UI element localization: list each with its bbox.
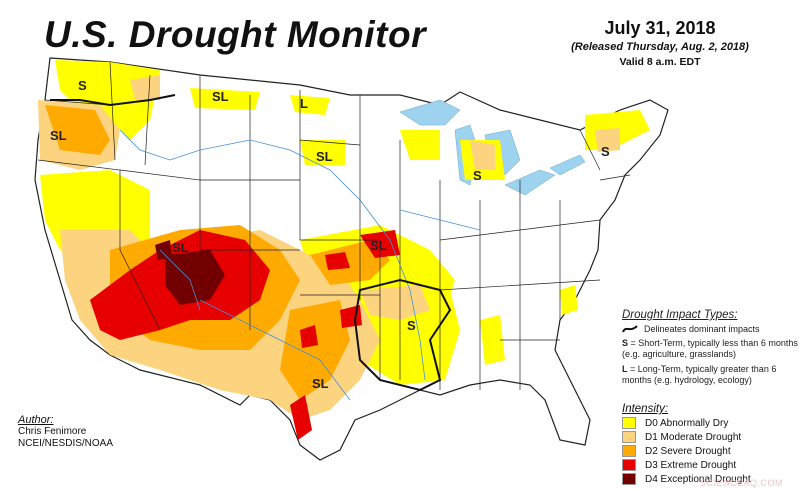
d2-swatch — [622, 445, 636, 457]
legend-item-d2: D2 Severe Drought — [622, 444, 751, 458]
map-date: July 31, 2018 — [604, 18, 716, 38]
d0-swatch — [622, 417, 636, 429]
us-drought-map: S SL SL L SL SL SL S SL S S — [34, 57, 669, 461]
label-s-ny: S — [601, 144, 610, 159]
label-sl-or: SL — [50, 128, 67, 143]
author-heading: Author: — [18, 414, 54, 426]
short-term-desc: S = Short-Term, typically less than 6 mo… — [622, 338, 798, 359]
label-sl-4corners: SL — [172, 240, 189, 255]
long-term-desc: L = Long-Term, typically greater than 6 … — [622, 364, 777, 385]
legend-item-d3: D3 Extreme Drought — [622, 458, 751, 472]
impact-legend: Drought Impact Types: Delineates dominan… — [622, 309, 800, 390]
author-org: NCEI/NESDIS/NOAA — [18, 438, 114, 449]
label-sl-tx: SL — [312, 376, 329, 391]
label-s-wa: S — [78, 78, 87, 93]
label-s-ar: S — [407, 318, 416, 333]
state-borders — [37, 61, 631, 390]
d3-swatch — [622, 459, 636, 471]
legend-item-d1: D1 Moderate Drought — [622, 430, 751, 444]
label-sl-mt: SL — [212, 89, 229, 104]
impact-boundaries — [50, 94, 452, 392]
label-s-mi: S — [473, 168, 482, 183]
legend-item-d4: D4 Exceptional Drought — [622, 472, 751, 486]
author-name: Chris Fenimore — [18, 426, 87, 437]
map-title: U.S. Drought Monitor — [44, 14, 426, 55]
intensity-legend-heading: Intensity: — [622, 403, 669, 415]
valid-time: Valid 8 a.m. EDT — [619, 56, 701, 68]
date-block: July 31, 2018 (Released Thursday, Aug. 2… — [540, 18, 780, 68]
impact-labels: S SL SL L SL SL SL S SL S S — [50, 78, 610, 391]
release-date: (Released Thursday, Aug. 2, 2018) — [571, 41, 749, 53]
intensity-legend: Intensity: D0 Abnormally Dry D1 Moderate… — [622, 403, 751, 486]
label-sl-mo: SL — [370, 238, 387, 253]
impact-legend-heading: Drought Impact Types: — [622, 309, 738, 321]
rivers — [119, 129, 481, 401]
impact-line-icon — [622, 325, 638, 333]
author-block: Author: Chris Fenimore NCEI/NESDIS/NOAA — [18, 414, 113, 450]
label-l-nd: L — [300, 96, 308, 111]
impact-line-label: Delineates dominant impacts — [644, 324, 760, 334]
watermark: SCIENCEAQ.COM — [700, 478, 784, 488]
d4-exceptional-drought — [155, 240, 225, 305]
d4-swatch — [622, 473, 636, 485]
d1-swatch — [622, 431, 636, 443]
legend-item-d0: D0 Abnormally Dry — [622, 416, 751, 430]
label-sl-sd: SL — [316, 149, 333, 164]
